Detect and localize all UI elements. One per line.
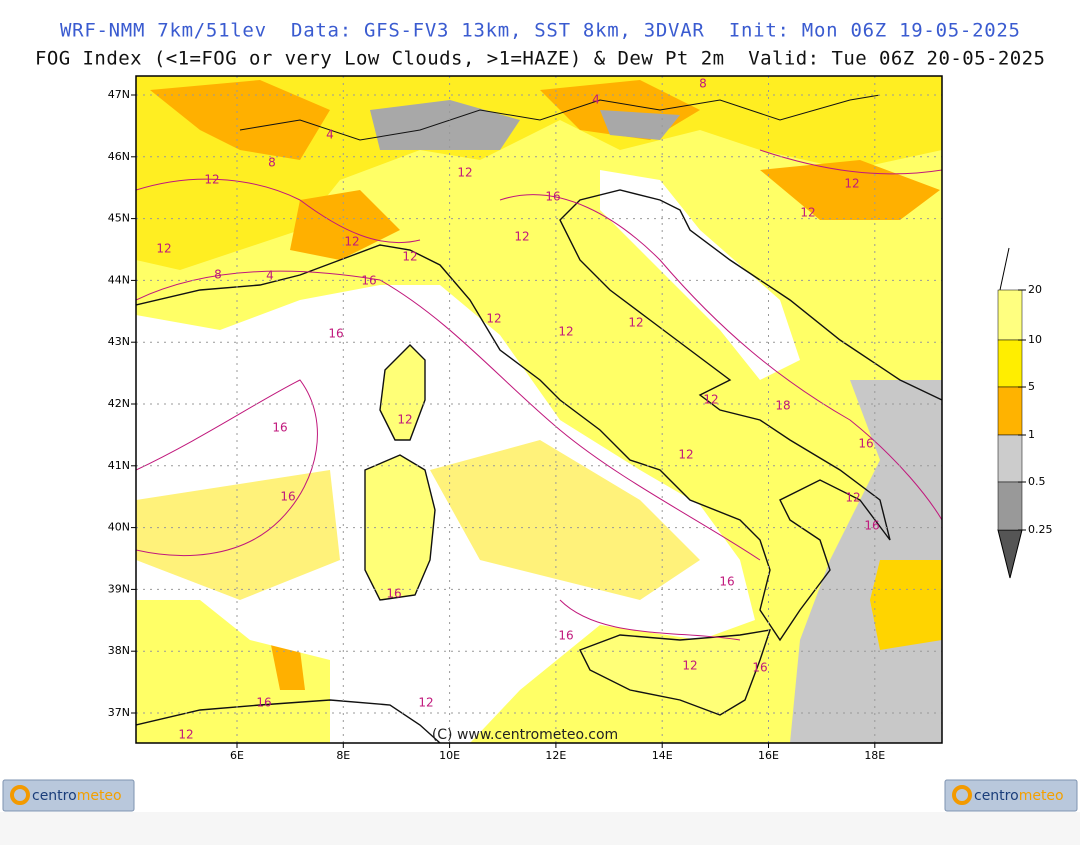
colorbar-label: 0.5 — [1028, 475, 1046, 488]
watermark: (C) www.centrometeo.com — [432, 727, 618, 743]
colorbar: 20 10 5 1 0.5 0.25 — [997, 247, 1053, 579]
contour-label: 16 — [558, 629, 573, 643]
contour-label: 16 — [858, 437, 873, 451]
field-orange — [150, 80, 940, 690]
contour-label: 12 — [845, 491, 860, 505]
lat-label: 46N — [108, 150, 130, 163]
colorbar-label: 0.25 — [1028, 523, 1053, 536]
colorbar-segment — [997, 289, 1023, 341]
lat-label: 41N — [108, 459, 130, 472]
colorbar-segment — [997, 339, 1023, 388]
coastlines — [136, 94, 942, 743]
contour-label: 12 — [486, 312, 501, 326]
header-line1: WRF-NMM 7km/51lev Data: GFS-FV3 13km, SS… — [60, 20, 1020, 42]
logo-icon — [952, 785, 972, 805]
lon-label: 18E — [864, 749, 885, 762]
lat-label: 42N — [108, 397, 130, 410]
lat-label: 47N — [108, 88, 130, 101]
lon-label: 10E — [439, 749, 460, 762]
logo-box — [2, 779, 135, 812]
contour-label: 12 — [703, 393, 718, 407]
contour-label: 12 — [628, 316, 643, 330]
contour-label: 4 — [326, 128, 334, 142]
lat-label: 39N — [108, 582, 130, 595]
field-white-sea — [136, 285, 755, 743]
contour-label: 12 — [558, 325, 573, 339]
lat-label: 43N — [108, 335, 130, 348]
contour-label: 12 — [397, 413, 412, 427]
logo-text-a: centro — [32, 788, 77, 804]
logo-right: centrometeo — [944, 779, 1078, 812]
lon-label: 12E — [545, 749, 566, 762]
footer-band — [0, 812, 1080, 845]
lat-label: 45N — [108, 212, 130, 225]
contour-label: 12 — [514, 230, 529, 244]
lon-label: 6E — [230, 749, 244, 762]
contour-labels: 8 4 4 8 12 12 16 12 12 12 12 12 8 4 12 16 12 12 12 16 12 16 12… — [156, 77, 879, 742]
contour-label: 12 — [344, 235, 359, 249]
contour-label: 12 — [418, 696, 433, 710]
colorbar-segment — [997, 386, 1023, 436]
contour-label: 18 — [775, 399, 790, 413]
contour-label: 16 — [719, 575, 734, 589]
contour-label: 12 — [678, 448, 693, 462]
logo-text-a: centro — [974, 788, 1019, 804]
contours — [136, 149, 942, 641]
contour-label: 16 — [272, 421, 287, 435]
logo-icon — [10, 785, 30, 805]
logo-left: centrometeo — [2, 779, 135, 812]
colorbar-label: 10 — [1028, 333, 1042, 346]
field-orange-ionian — [870, 560, 942, 650]
axes: 47N 46N 45N 44N 43N 42N 41N 40N 39N 38N 37N 6E 8E 10E… — [108, 88, 886, 762]
contour-label: 16 — [545, 190, 560, 204]
contour-label: 16 — [864, 519, 879, 533]
logo-text-b: meteo — [77, 788, 122, 804]
contour-label: 8 — [699, 77, 707, 91]
field-yellow-strong — [136, 76, 942, 270]
map-frame — [135, 75, 943, 744]
contour-label: 16 — [386, 587, 401, 601]
colorbar-top — [999, 247, 1010, 291]
contour-label: 12 — [204, 173, 219, 187]
logo-box — [944, 779, 1078, 812]
contour-label: 12 — [402, 250, 417, 264]
logo-text-b: meteo — [1019, 788, 1064, 804]
lat-label: 38N — [108, 644, 130, 657]
contour-label: 16 — [752, 661, 767, 675]
contour-label: 8 — [214, 268, 222, 282]
contour-label: 12 — [156, 242, 171, 256]
colorbar-label: 5 — [1028, 380, 1035, 393]
contour-label: 4 — [266, 269, 274, 283]
contour-label: 12 — [682, 659, 697, 673]
lon-label: 14E — [652, 749, 673, 762]
logo-text: centrometeo — [974, 788, 1064, 804]
colorbar-label: 20 — [1028, 283, 1042, 296]
lon-label: 8E — [336, 749, 350, 762]
contour-label: 4 — [592, 93, 600, 107]
contour-label: 12 — [844, 177, 859, 191]
contour-label: 16 — [256, 696, 271, 710]
lat-label: 37N — [108, 706, 130, 719]
colorbar-segment — [997, 434, 1023, 483]
lon-label: 16E — [758, 749, 779, 762]
contour-label: 12 — [457, 166, 472, 180]
map-field: 8 4 4 8 12 12 16 12 12 12 12 12 8 4 12 16 12 12 12 16 12 16 12… — [136, 76, 942, 743]
contour-label: 16 — [361, 274, 376, 288]
graticule — [136, 76, 942, 743]
contour-label: 12 — [800, 206, 815, 220]
colorbar-label: 1 — [1028, 428, 1035, 441]
contour-label: 8 — [268, 156, 276, 170]
contour-label: 12 — [178, 728, 193, 742]
field-yellow-sea — [136, 440, 700, 600]
field-gray-alps — [370, 100, 680, 150]
colorbar-segment — [997, 481, 1023, 531]
lat-label: 40N — [108, 521, 130, 534]
field-islands — [365, 345, 770, 715]
contour-label: 16 — [328, 327, 343, 341]
contour-label: 16 — [280, 490, 295, 504]
lat-label: 44N — [108, 273, 130, 286]
header-line2: FOG Index (<1=FOG or very Low Clouds, >1… — [35, 48, 1045, 70]
logo-text: centrometeo — [32, 788, 122, 804]
